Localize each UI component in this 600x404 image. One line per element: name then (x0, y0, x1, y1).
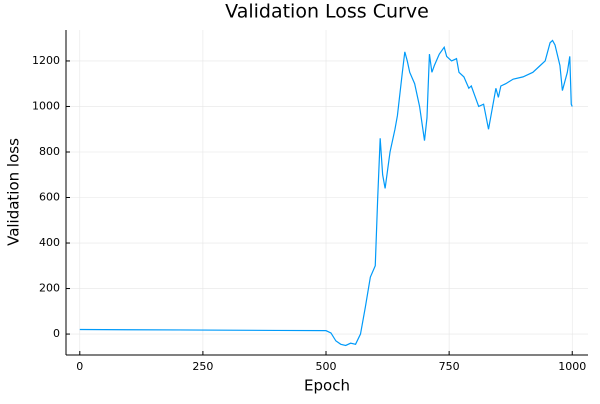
y-tick-label: 1200 (32, 54, 60, 67)
chart-title: Validation Loss Curve (225, 1, 429, 23)
x-tick-label: 250 (192, 360, 213, 373)
y-tick-label: 600 (39, 191, 60, 204)
y-tick-label: 400 (39, 236, 60, 249)
x-tick-label: 1000 (558, 360, 586, 373)
y-tick-label: 1000 (32, 99, 60, 112)
y-axis-label: Validation loss (5, 138, 23, 246)
x-tick-label: 750 (439, 360, 460, 373)
data-line (79, 39, 573, 347)
y-tick-label: 800 (39, 145, 60, 158)
x-tick-label: 0 (76, 360, 83, 373)
x-tick-label: 500 (316, 360, 337, 373)
y-tick-label: 0 (53, 327, 60, 340)
x-axis-label: Epoch (304, 377, 350, 395)
y-tick-label: 200 (39, 282, 60, 295)
